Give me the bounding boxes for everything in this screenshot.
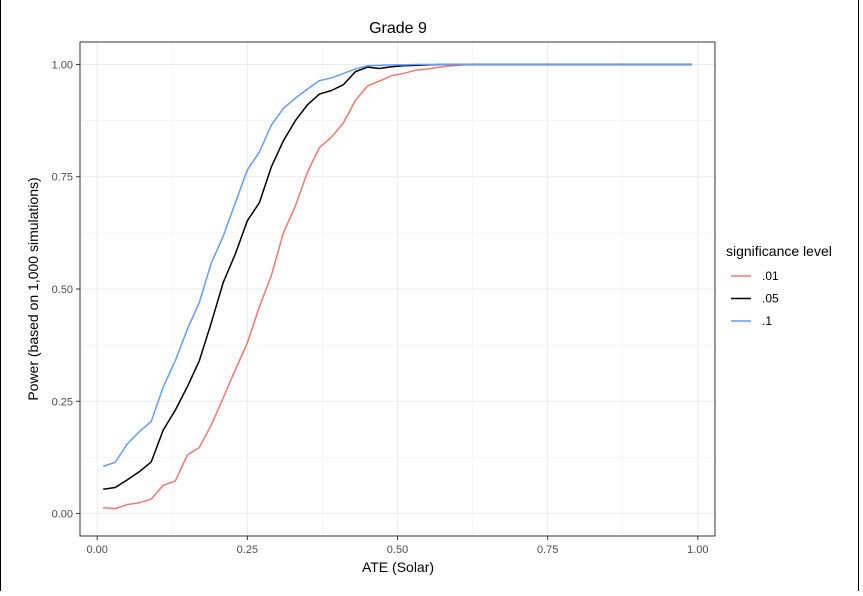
y-tick-label: 0.50 [52,284,73,296]
y-axis-title: Power (based on 1,000 simulations) [25,177,41,400]
x-tick-label: 0.00 [86,544,107,556]
y-tick-label: 1.00 [52,59,73,71]
y-tick-label: 0.75 [52,172,73,184]
legend-items: .01 .05 .1 [731,269,779,328]
chart-title: Grade 9 [369,20,427,37]
x-axis-ticks: 0.00 0.25 0.50 0.75 1.00 [86,536,709,556]
x-tick-label: 0.75 [537,544,558,556]
x-tick-label: 0.50 [387,544,408,556]
y-axis-ticks: 0.00 0.25 0.50 0.75 1.00 [52,59,80,521]
series-line-p1 [102,63,692,468]
x-tick-label: 1.00 [687,544,708,556]
legend-label-p01: .01 [762,269,779,283]
series-layer [102,63,692,510]
legend: significance level .01 .05 .1 [726,243,832,328]
x-axis-title: ATE (Solar) [362,559,434,575]
y-tick-label: 0.00 [52,509,73,521]
y-tick-label: 0.25 [52,396,73,408]
x-tick-label: 0.25 [237,544,258,556]
legend-label-p05: .05 [762,292,779,306]
legend-label-p1: .1 [762,314,772,328]
legend-title: significance level [726,243,832,259]
